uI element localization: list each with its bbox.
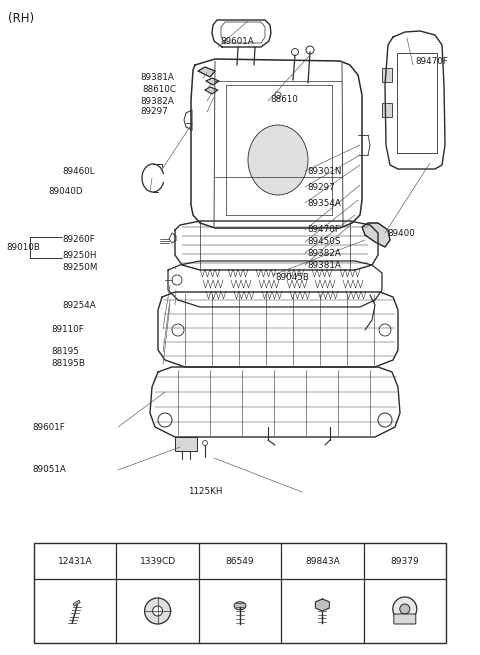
- Circle shape: [393, 597, 417, 621]
- Polygon shape: [362, 223, 390, 247]
- Bar: [34, 543, 446, 643]
- Text: 89450S: 89450S: [307, 238, 340, 246]
- Text: 89250H: 89250H: [62, 250, 96, 259]
- Text: 89045B: 89045B: [275, 272, 309, 282]
- Text: 89250M: 89250M: [62, 263, 97, 272]
- Bar: [397, 53, 437, 153]
- Polygon shape: [205, 87, 218, 94]
- Text: 89381A: 89381A: [140, 73, 174, 83]
- Text: 89843A: 89843A: [305, 557, 340, 565]
- Text: 89470F: 89470F: [415, 58, 448, 67]
- Bar: [382, 103, 392, 117]
- Text: 89460L: 89460L: [62, 166, 95, 176]
- FancyBboxPatch shape: [394, 614, 416, 624]
- Polygon shape: [315, 599, 329, 611]
- Circle shape: [153, 606, 163, 616]
- Text: 89010B: 89010B: [6, 244, 40, 252]
- Ellipse shape: [234, 602, 246, 610]
- Text: 88195: 88195: [51, 348, 79, 356]
- Text: 88610: 88610: [270, 94, 298, 103]
- Polygon shape: [206, 78, 219, 85]
- Text: 89260F: 89260F: [62, 236, 95, 244]
- Text: 89379: 89379: [390, 557, 419, 565]
- Polygon shape: [198, 67, 215, 77]
- Text: 89051A: 89051A: [32, 466, 66, 474]
- Bar: [382, 68, 392, 82]
- Text: (RH): (RH): [8, 12, 34, 25]
- Text: 89601A: 89601A: [220, 37, 254, 46]
- Text: 89470F: 89470F: [307, 225, 340, 234]
- Text: 89382A: 89382A: [140, 96, 174, 105]
- Text: 89601F: 89601F: [32, 422, 65, 432]
- Text: 12431A: 12431A: [58, 557, 93, 565]
- Text: 1125KH: 1125KH: [188, 487, 223, 496]
- Text: 1339CD: 1339CD: [140, 557, 176, 565]
- Circle shape: [400, 604, 410, 614]
- Text: 88195B: 88195B: [51, 360, 85, 369]
- Circle shape: [144, 598, 170, 624]
- Text: 89040D: 89040D: [48, 187, 83, 196]
- Text: 89301N: 89301N: [307, 166, 341, 176]
- Text: 88610C: 88610C: [142, 84, 176, 94]
- Text: 89254A: 89254A: [62, 301, 96, 310]
- Ellipse shape: [248, 125, 308, 195]
- Text: 89400: 89400: [387, 229, 415, 238]
- Text: 89354A: 89354A: [307, 198, 341, 208]
- Polygon shape: [73, 600, 80, 606]
- Text: 86549: 86549: [226, 557, 254, 565]
- Text: 89297: 89297: [140, 107, 168, 117]
- Text: 89382A: 89382A: [307, 248, 341, 257]
- Text: 89381A: 89381A: [307, 261, 341, 269]
- Text: 89110F: 89110F: [51, 324, 84, 333]
- Bar: [175, 437, 197, 451]
- Text: 89297: 89297: [307, 183, 335, 191]
